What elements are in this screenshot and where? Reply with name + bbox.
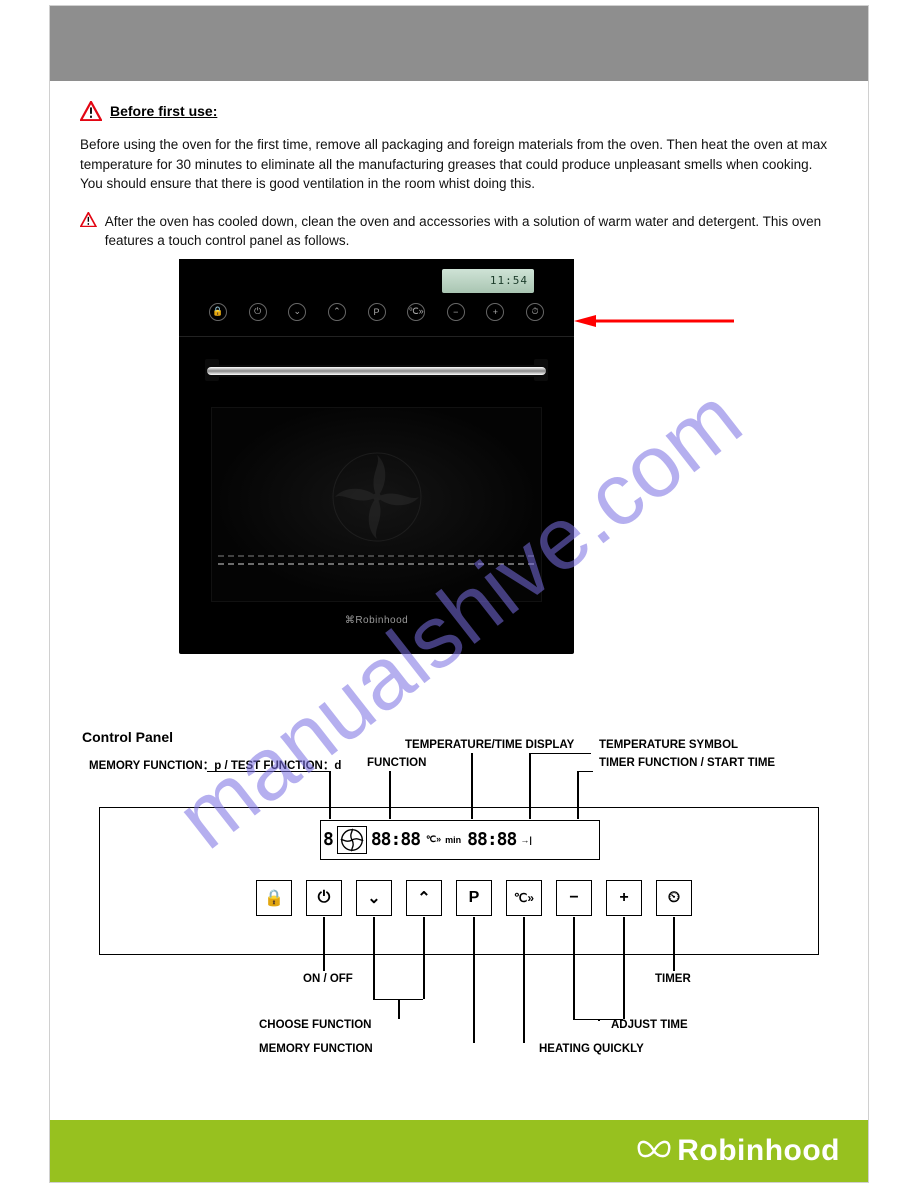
label-timer: TIMER (655, 973, 691, 985)
page-content: Before first use: Before using the oven … (50, 81, 868, 1091)
oven-rack (218, 563, 535, 565)
label-timer-start: TIMER FUNCTION / START TIME (599, 757, 775, 769)
btn-on-off: ⏻ (306, 880, 342, 916)
btn-lock: 🔒 (256, 880, 292, 916)
touch-timer-icon: ⏱ (526, 303, 544, 321)
label-memory-function: MEMORY FUNCTION (259, 1043, 373, 1055)
label-temp-time-display: TEMPERATURE/TIME DISPLAY (405, 739, 574, 751)
touch-p-icon: P (368, 303, 386, 321)
warning-row-1: Before first use: (80, 101, 838, 121)
btn-down: ⌄ (356, 880, 392, 916)
temp-arrow-symbol: ℃» (426, 834, 441, 845)
panel-outline: 8 88:88 ℃» min 88:88 →| 🔒 ⏻ ⌄ ⌃ P ℃ (99, 807, 819, 955)
fan-icon (327, 447, 427, 547)
btn-timer: ⏲ (656, 880, 692, 916)
oven-rack (218, 555, 535, 557)
touch-button-row: 🔒 ⏻ ⌄ ⌃ P ℃» − + ⏱ (209, 303, 544, 321)
warning-icon (80, 101, 102, 121)
btn-minus: − (556, 880, 592, 916)
label-function: FUNCTION (367, 757, 426, 769)
touch-up-icon: ⌃ (328, 303, 346, 321)
btn-plus: + (606, 880, 642, 916)
label-on-off: ON / OFF (303, 973, 353, 985)
end-arrow-symbol: →| (520, 835, 532, 845)
seg-mid: 88:88 (369, 829, 422, 850)
min-label: min (445, 835, 461, 845)
oven-figure: 11:54 🔒 ⏻ ⌄ ⌃ P ℃» − + ⏱ (179, 259, 739, 689)
oven-control-panel: 11:54 🔒 ⏻ ⌄ ⌃ P ℃» − + ⏱ (179, 259, 574, 337)
touch-lock-icon: 🔒 (209, 303, 227, 321)
red-arrow-icon (574, 314, 734, 328)
touch-down-icon: ⌄ (288, 303, 306, 321)
butterfly-icon (637, 1136, 671, 1166)
page-frame: Before first use: Before using the oven … (49, 5, 869, 1183)
diagram-button-row: 🔒 ⏻ ⌄ ⌃ P ℃» − + ⏲ (256, 880, 692, 916)
oven-body: 11:54 🔒 ⏻ ⌄ ⌃ P ℃» − + ⏱ (179, 259, 574, 654)
display-fan-icon (337, 826, 367, 854)
btn-heat-quick: ℃» (506, 880, 542, 916)
touch-minus-icon: − (447, 303, 465, 321)
label-temp-symbol: TEMPERATURE SYMBOL (599, 739, 738, 751)
btn-up: ⌃ (406, 880, 442, 916)
seg-right: 88:88 (465, 829, 518, 850)
oven-handle (207, 367, 546, 375)
intro-paragraph-2: After the oven has cooled down, clean th… (105, 212, 838, 251)
door-brand-text: ⌘Robinhood (203, 615, 550, 626)
touch-power-icon: ⏻ (249, 303, 267, 321)
footer-brand: Robinhood (637, 1134, 840, 1168)
warning-row-2: After the oven has cooled down, clean th… (80, 212, 838, 251)
oven-door: ⌘Robinhood (203, 399, 550, 630)
warning-icon (80, 212, 97, 232)
page-footer: Robinhood (50, 1120, 868, 1182)
intro-paragraph-1: Before using the oven for the first time… (80, 135, 838, 194)
label-adjust-time: ADJUST TIME (611, 1019, 688, 1031)
seg-left: 8 (321, 829, 335, 850)
control-panel-diagram: MEMORY FUNCTION：p / TEST FUNCTION：d FUNC… (99, 751, 819, 1081)
section-title: Before first use: (110, 103, 217, 119)
touch-plus-icon: + (486, 303, 504, 321)
touch-heat-icon: ℃» (407, 303, 425, 321)
oven-lcd: 11:54 (442, 269, 534, 293)
top-grey-bar (50, 6, 868, 81)
label-choose-function: CHOOSE FUNCTION (259, 1019, 371, 1031)
label-heating-quickly: HEATING QUICKLY (539, 1043, 644, 1055)
display-group: 8 88:88 ℃» min 88:88 →| (320, 820, 600, 860)
oven-glass (211, 407, 542, 602)
footer-brand-text: Robinhood (677, 1134, 840, 1168)
btn-memory: P (456, 880, 492, 916)
